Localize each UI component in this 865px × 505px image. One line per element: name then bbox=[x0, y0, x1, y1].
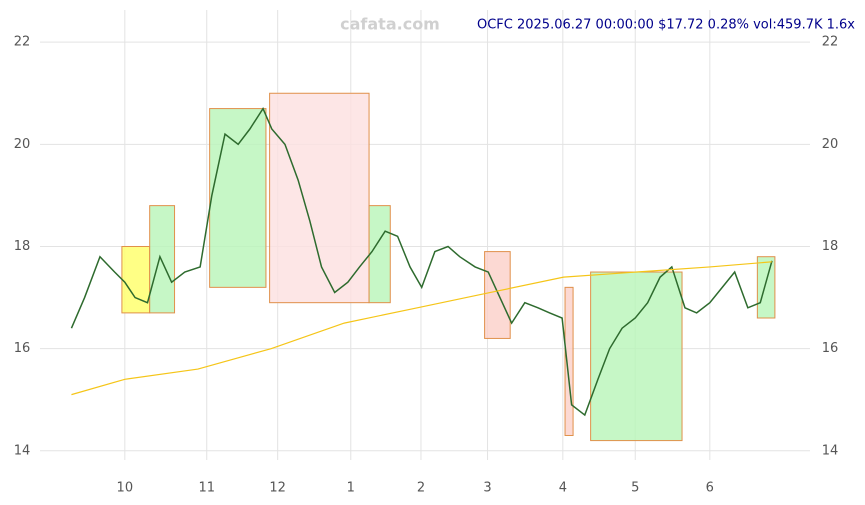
zone bbox=[368, 205, 391, 304]
x-tick-label: 12 bbox=[269, 481, 286, 496]
price-line bbox=[71, 261, 773, 396]
x-tick-label: 1 bbox=[347, 481, 355, 496]
y-tick-label: 22 bbox=[14, 35, 31, 50]
y-tick-label-right: 16 bbox=[822, 341, 839, 356]
zone bbox=[484, 251, 511, 339]
x-tick-label: 4 bbox=[559, 481, 567, 496]
y-tick-label-right: 20 bbox=[822, 137, 839, 152]
y-tick-label: 14 bbox=[14, 443, 31, 458]
x-tick-label: 2 bbox=[417, 481, 425, 496]
x-tick-label: 11 bbox=[198, 481, 215, 496]
watermark: cafata.com bbox=[340, 15, 440, 34]
lines bbox=[70, 106, 773, 417]
y-tick-label-right: 22 bbox=[822, 35, 839, 50]
zone bbox=[564, 286, 574, 436]
y-tick-label: 20 bbox=[14, 137, 31, 152]
zone bbox=[590, 271, 683, 442]
zone bbox=[209, 108, 267, 288]
y-tick-label: 16 bbox=[14, 341, 31, 356]
x-tick-label: 3 bbox=[483, 481, 491, 496]
x-tick-label: 10 bbox=[117, 481, 134, 496]
x-tick-label: 6 bbox=[706, 481, 714, 496]
y-tick-label: 18 bbox=[14, 239, 31, 254]
zone bbox=[269, 92, 370, 304]
chart-title: OCFC 2025.06.27 00:00:00 $17.72 0.28% vo… bbox=[477, 18, 855, 33]
y-tick-label-right: 14 bbox=[822, 443, 839, 458]
y-tick-label-right: 18 bbox=[822, 239, 839, 254]
x-tick-label: 5 bbox=[631, 481, 639, 496]
price-line bbox=[70, 106, 773, 417]
zone bbox=[149, 205, 176, 314]
zone bbox=[756, 256, 776, 319]
zone bbox=[121, 245, 151, 314]
zones bbox=[121, 92, 776, 442]
